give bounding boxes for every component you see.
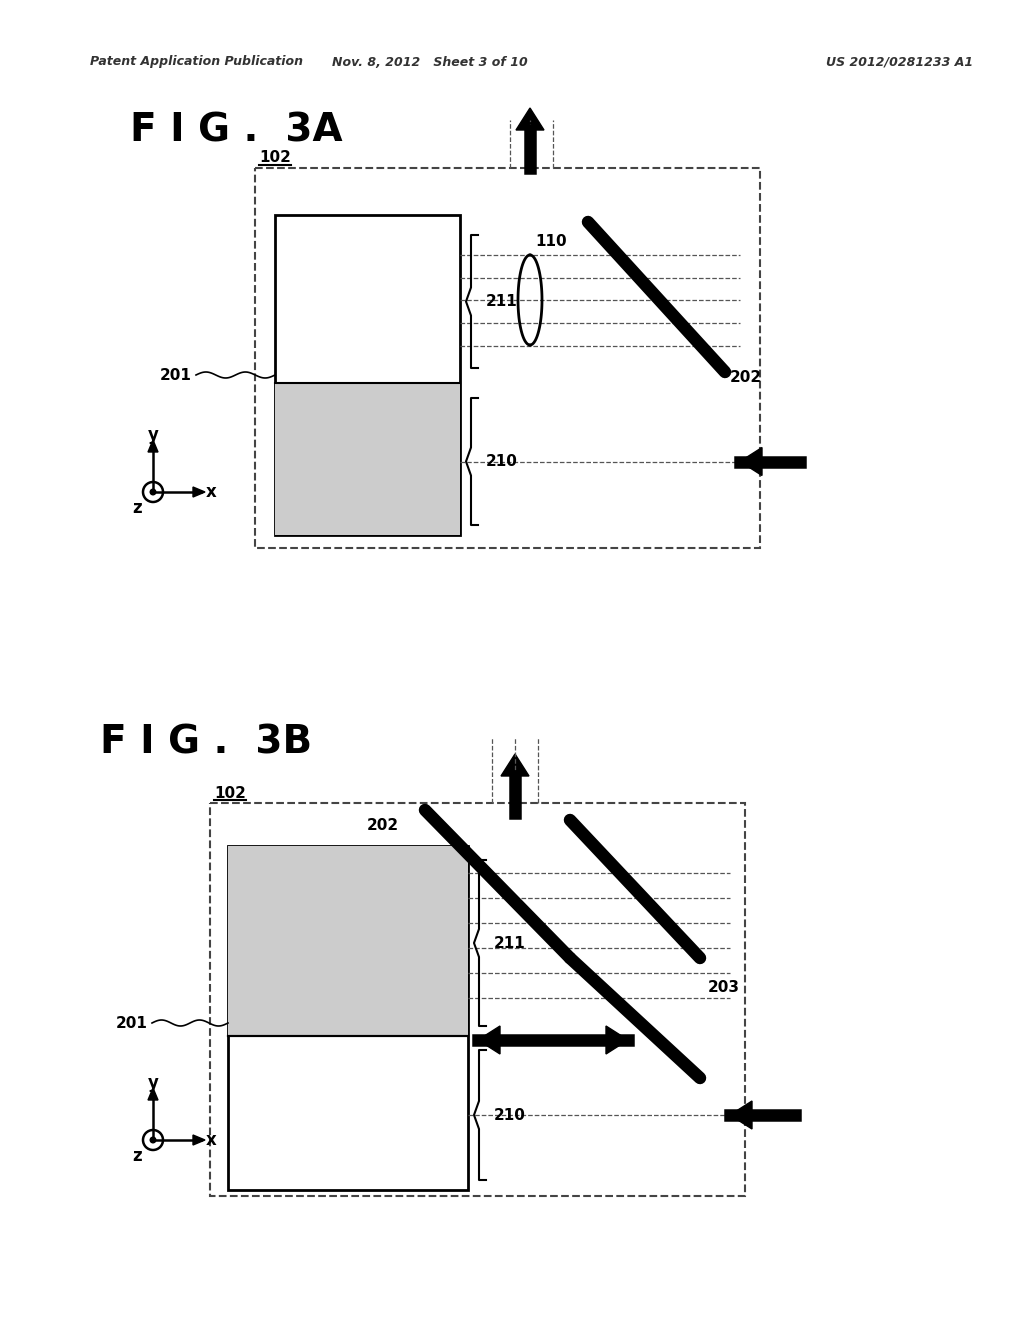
Polygon shape — [730, 1101, 752, 1129]
Polygon shape — [516, 108, 544, 129]
Polygon shape — [193, 487, 205, 498]
Text: 202: 202 — [367, 817, 399, 833]
Polygon shape — [740, 447, 762, 475]
Text: x: x — [206, 483, 216, 502]
Polygon shape — [148, 1088, 158, 1100]
Text: z: z — [132, 1147, 141, 1166]
Polygon shape — [228, 846, 468, 1036]
Text: 211: 211 — [486, 294, 518, 309]
Text: 102: 102 — [259, 150, 291, 165]
Polygon shape — [148, 440, 158, 451]
Circle shape — [151, 1138, 156, 1143]
Text: y: y — [147, 426, 159, 444]
Circle shape — [151, 490, 156, 495]
Text: Patent Application Publication: Patent Application Publication — [90, 55, 303, 69]
Text: x: x — [206, 1131, 216, 1148]
Text: F I G .  3A: F I G . 3A — [130, 111, 343, 149]
Text: 210: 210 — [486, 454, 518, 469]
Polygon shape — [606, 1026, 628, 1053]
Text: y: y — [147, 1074, 159, 1092]
Text: 210: 210 — [494, 1107, 526, 1122]
Text: US 2012/0281233 A1: US 2012/0281233 A1 — [826, 55, 974, 69]
Polygon shape — [193, 1135, 205, 1144]
Text: 202: 202 — [730, 370, 762, 384]
Text: 102: 102 — [214, 785, 246, 800]
Text: F I G .  3B: F I G . 3B — [100, 723, 312, 762]
Polygon shape — [501, 754, 529, 776]
Text: 201: 201 — [116, 1015, 148, 1031]
Text: 110: 110 — [535, 235, 566, 249]
Text: 203: 203 — [708, 981, 740, 995]
Polygon shape — [478, 1026, 500, 1053]
Text: z: z — [132, 499, 141, 517]
Text: 201: 201 — [160, 367, 193, 383]
Polygon shape — [275, 383, 460, 535]
Text: Nov. 8, 2012   Sheet 3 of 10: Nov. 8, 2012 Sheet 3 of 10 — [332, 55, 528, 69]
Text: 211: 211 — [494, 936, 525, 950]
